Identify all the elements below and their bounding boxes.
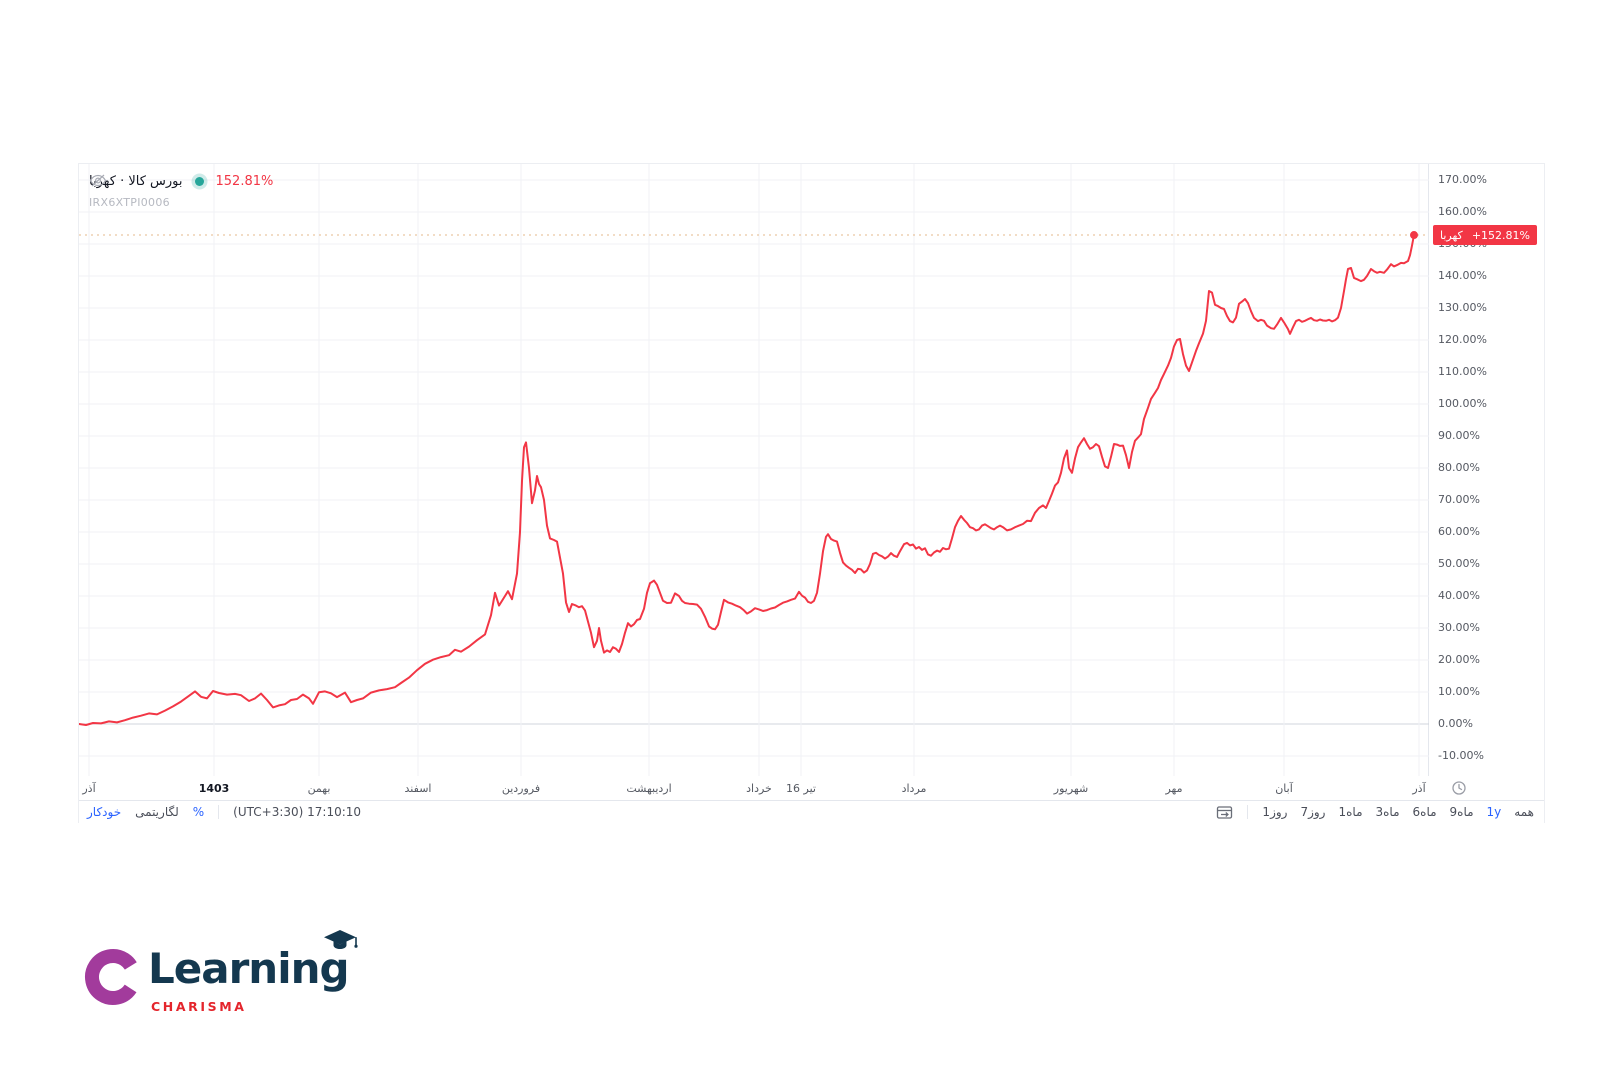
logo-c-icon — [85, 949, 141, 1005]
legend: بورس کالا · کهربا 152.81% IRX6XTPI0006 — [89, 174, 273, 209]
range-button-6ماه[interactable]: 6ماه — [1412, 805, 1437, 819]
range-button-همه[interactable]: همه — [1514, 805, 1534, 819]
bottom-toolbar: خودکار لگاریتمی % (UTC+3:30) 17:10:10 1ر… — [79, 801, 1544, 823]
x-axis-label: شهریور — [1053, 782, 1089, 795]
toolbar-divider — [218, 805, 220, 819]
badge-series-name: کهربا — [1440, 228, 1463, 242]
badge-value: +152.81% — [1471, 228, 1530, 242]
chart-widget: بورس کالا · کهربا 152.81% IRX6XTPI0006 ک… — [78, 163, 1545, 823]
y-axis-label: 0.00% — [1438, 717, 1473, 730]
x-axis-label: اردیبهشت — [626, 782, 672, 795]
timezone-clock[interactable]: (UTC+3:30) 17:10:10 — [233, 805, 362, 819]
time-axis[interactable]: آذر 1403 بهمن اسفند فروردین اردیبهشت خرداد 16 ت… — [79, 776, 1544, 801]
series-title: بورس کالا · کهربا — [89, 174, 183, 189]
y-axis-label: 80.00% — [1438, 461, 1480, 474]
y-axis-label: 30.00% — [1438, 621, 1480, 634]
plot-area[interactable]: بورس کالا · کهربا 152.81% IRX6XTPI0006 — [79, 164, 1429, 776]
x-axis-label: بهمن — [307, 782, 331, 795]
x-axis-label: اسفند — [404, 782, 432, 795]
range-button-1y[interactable]: 1y — [1486, 805, 1502, 819]
toolbar-divider — [1247, 805, 1249, 819]
x-axis-label: مرداد — [901, 782, 927, 795]
percent-scale-button[interactable]: % — [192, 805, 205, 819]
y-axis-label: 110.00% — [1438, 365, 1487, 378]
series-change-percent: 152.81% — [215, 174, 274, 189]
y-axis-label: 170.00% — [1438, 173, 1487, 186]
symbol-code: IRX6XTPI0006 — [89, 196, 170, 209]
range-button-9ماه[interactable]: 9ماه — [1449, 805, 1474, 819]
learning-charisma-logo: Learning CHARISMA — [82, 930, 382, 1024]
x-axis-label: آذر — [82, 782, 96, 795]
y-axis-label: 70.00% — [1438, 493, 1480, 506]
scale-controls: خودکار لگاریتمی % (UTC+3:30) 17:10:10 — [87, 805, 361, 819]
logo-word-end: g — [319, 944, 350, 993]
y-axis-label: 120.00% — [1438, 333, 1487, 346]
range-button-1روز[interactable]: 1روز — [1262, 805, 1288, 819]
y-axis-label: 20.00% — [1438, 653, 1480, 666]
range-button-3ماه[interactable]: 3ماه — [1375, 805, 1400, 819]
x-axis-label: 16 تیر — [786, 782, 816, 795]
y-axis-label: 100.00% — [1438, 397, 1487, 410]
series-status-dot-icon[interactable] — [194, 177, 204, 186]
price-axis[interactable]: کهربا +152.81% 170.00%160.00%150.00%140.… — [1429, 164, 1545, 776]
y-axis-label: 130.00% — [1438, 301, 1487, 314]
y-axis-label: 40.00% — [1438, 589, 1480, 602]
range-button-7روز[interactable]: 7روز — [1300, 805, 1326, 819]
logo-wordmark: Learning — [148, 930, 358, 993]
y-axis-label: 60.00% — [1438, 525, 1480, 538]
y-axis-label: 50.00% — [1438, 557, 1480, 570]
eye-off-icon[interactable] — [89, 174, 107, 187]
x-axis-label: مهر — [1165, 782, 1183, 795]
x-axis-label: فروردین — [501, 782, 541, 795]
range-button-1ماه[interactable]: 1ماه — [1338, 805, 1363, 819]
y-axis-label: 160.00% — [1438, 205, 1487, 218]
graduation-cap-icon — [323, 930, 358, 949]
y-axis-label: 90.00% — [1438, 429, 1480, 442]
x-axis-label: 1403 — [198, 782, 230, 795]
x-axis-label: آبان — [1275, 782, 1293, 795]
logo-word-start: Learnin — [148, 944, 320, 993]
x-axis-label: آذر — [1412, 782, 1426, 795]
logo-subtitle: CHARISMA — [151, 999, 247, 1014]
y-axis-label: -10.00% — [1438, 749, 1484, 762]
price-line-chart[interactable] — [79, 164, 1429, 776]
timezone-clock-icon[interactable] — [1451, 780, 1467, 796]
x-axis-label: خرداد — [746, 782, 772, 795]
last-price-badge: کهربا +152.81% — [1433, 225, 1537, 245]
auto-scale-button[interactable]: خودکار — [87, 805, 122, 819]
range-controls: 1روز 7روز 1ماه 3ماه 6ماه 9ماه 1y همه — [1216, 805, 1534, 820]
log-scale-button[interactable]: لگاریتمی — [135, 805, 179, 819]
date-range-buttons: 1روز 7روز 1ماه 3ماه 6ماه 9ماه 1y همه — [1262, 805, 1534, 819]
go-to-date-icon[interactable] — [1216, 805, 1233, 820]
y-axis-label: 10.00% — [1438, 685, 1480, 698]
y-axis-label: 140.00% — [1438, 269, 1487, 282]
